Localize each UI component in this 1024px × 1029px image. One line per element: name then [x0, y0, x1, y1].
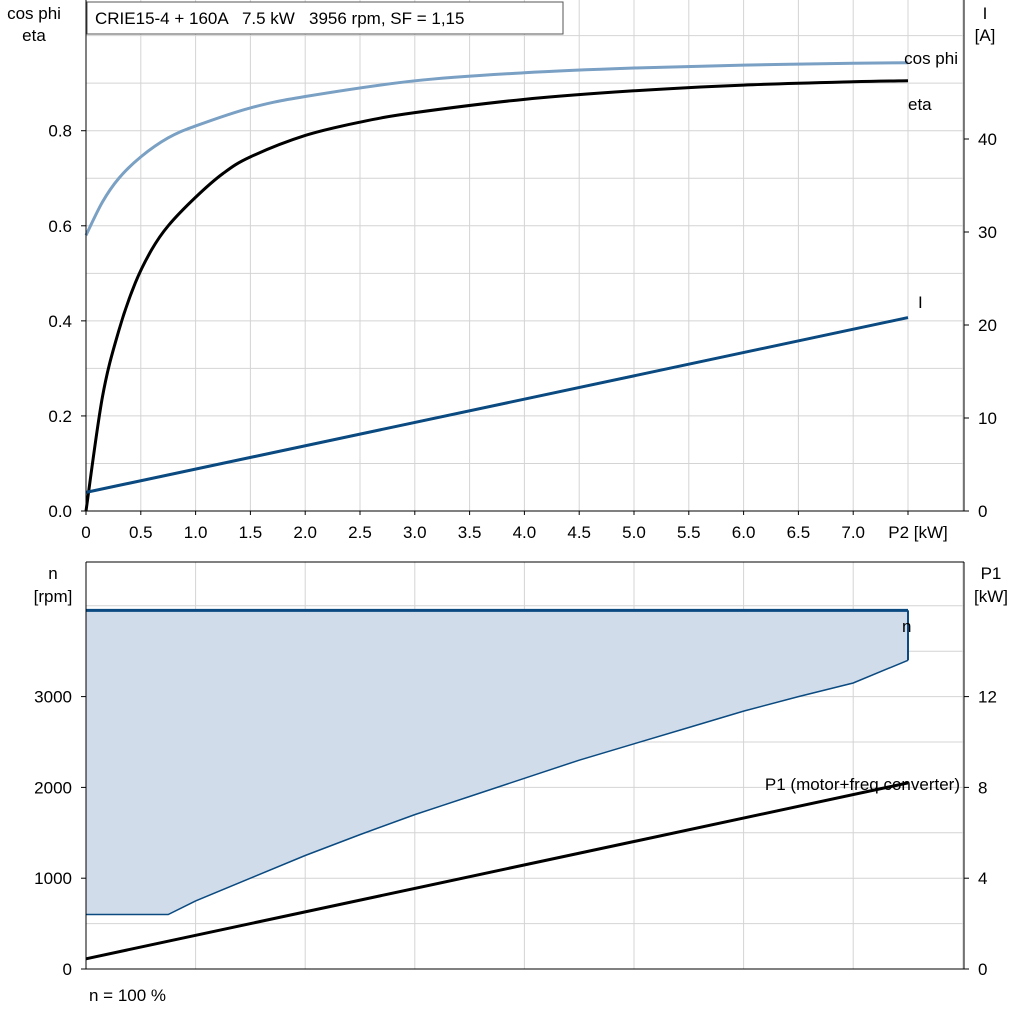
- x-tick-label: 2.5: [348, 523, 372, 542]
- top-chart-series: [84, 61, 909, 512]
- speed-note: n = 100 %: [89, 986, 166, 1005]
- top-chart-grid: [86, 0, 964, 511]
- top-left-tick-label: 0.4: [48, 312, 72, 331]
- series-label-cosphi: cos phi: [904, 49, 958, 68]
- bottom-right-axis-label-p1: P1: [981, 564, 1002, 583]
- p1-line: [85, 781, 909, 961]
- eta-line: [84, 79, 909, 512]
- x-tick-label: 7.0: [841, 523, 865, 542]
- bottom-chart-series: [85, 608, 909, 961]
- top-right-tick-label: 40: [978, 130, 997, 149]
- series-label-n: n: [902, 617, 911, 636]
- bottom-right-tick-label: 12: [978, 688, 997, 707]
- top-right-tick-label: 10: [978, 409, 997, 428]
- bottom-right-tick-label: 0: [978, 960, 987, 979]
- bottom-right-tick-label: 8: [978, 778, 987, 797]
- x-tick-label: 0: [81, 523, 90, 542]
- x-tick-label: 3.0: [403, 523, 427, 542]
- top-chart-title-box: [86, 1, 564, 35]
- x-tick-label: 0.5: [129, 523, 153, 542]
- bottom-left-axis-label-n: n: [48, 564, 57, 583]
- x-tick-label: 2.0: [293, 523, 317, 542]
- bottom-left-axis-label-unit: [rpm]: [34, 587, 73, 606]
- series-label-i: I: [918, 293, 923, 312]
- bottom-left-tick-label: 3000: [34, 688, 72, 707]
- series-label-p1: P1 (motor+freq.converter): [765, 775, 960, 794]
- x-tick-label: 1.0: [184, 523, 208, 542]
- top-right-tick-label: 30: [978, 223, 997, 242]
- top-left-tick-label: 0.8: [48, 122, 72, 141]
- bottom-right-tick-label: 4: [978, 869, 987, 888]
- top-left-axis-label-eta: eta: [22, 26, 46, 45]
- chart-axes: [81, 0, 969, 970]
- bottom-right-axis-label-unit: [kW]: [974, 587, 1008, 606]
- x-tick-label: P2 [kW]: [888, 523, 948, 542]
- bottom-left-tick-label: 2000: [34, 778, 72, 797]
- x-tick-label: 6.0: [732, 523, 756, 542]
- top-chart-title: CRIE15-4 + 160A 7.5 kW 3956 rpm, SF = 1,…: [95, 9, 464, 28]
- top-left-tick-label: 0.0: [48, 502, 72, 521]
- x-tick-label: 4.0: [513, 523, 537, 542]
- x-tick-label: 1.5: [239, 523, 263, 542]
- top-right-axis-label-i: I: [983, 4, 988, 23]
- top-left-axis-label-cosphi: cos phi: [7, 4, 61, 23]
- top-right-axis-label-unit: [A]: [975, 26, 996, 45]
- bottom-left-tick-label: 1000: [34, 869, 72, 888]
- x-tick-label: 5.0: [622, 523, 646, 542]
- x-tick-label: 5.5: [677, 523, 701, 542]
- speed-range-area: [86, 610, 908, 915]
- top-right-tick-label: 20: [978, 316, 997, 335]
- current-line: [85, 316, 909, 494]
- x-tick-label: 4.5: [567, 523, 591, 542]
- chart-tick-labels: 0 0.5 1.0 1.5 2.0 2.5 3.0 3.5 4.0 4.5 5.0 5.5 6.0 6.5…: [34, 122, 997, 979]
- top-left-tick-label: 0.2: [48, 407, 72, 426]
- bottom-left-tick-label: 0: [63, 960, 72, 979]
- cosphi-line: [84, 61, 909, 236]
- x-tick-label: 3.5: [458, 523, 482, 542]
- series-label-eta: eta: [908, 95, 932, 114]
- top-left-tick-label: 0.6: [48, 217, 72, 236]
- top-right-tick-label: 0: [978, 502, 987, 521]
- x-tick-label: 6.5: [787, 523, 811, 542]
- speed-min-line: [86, 659, 909, 916]
